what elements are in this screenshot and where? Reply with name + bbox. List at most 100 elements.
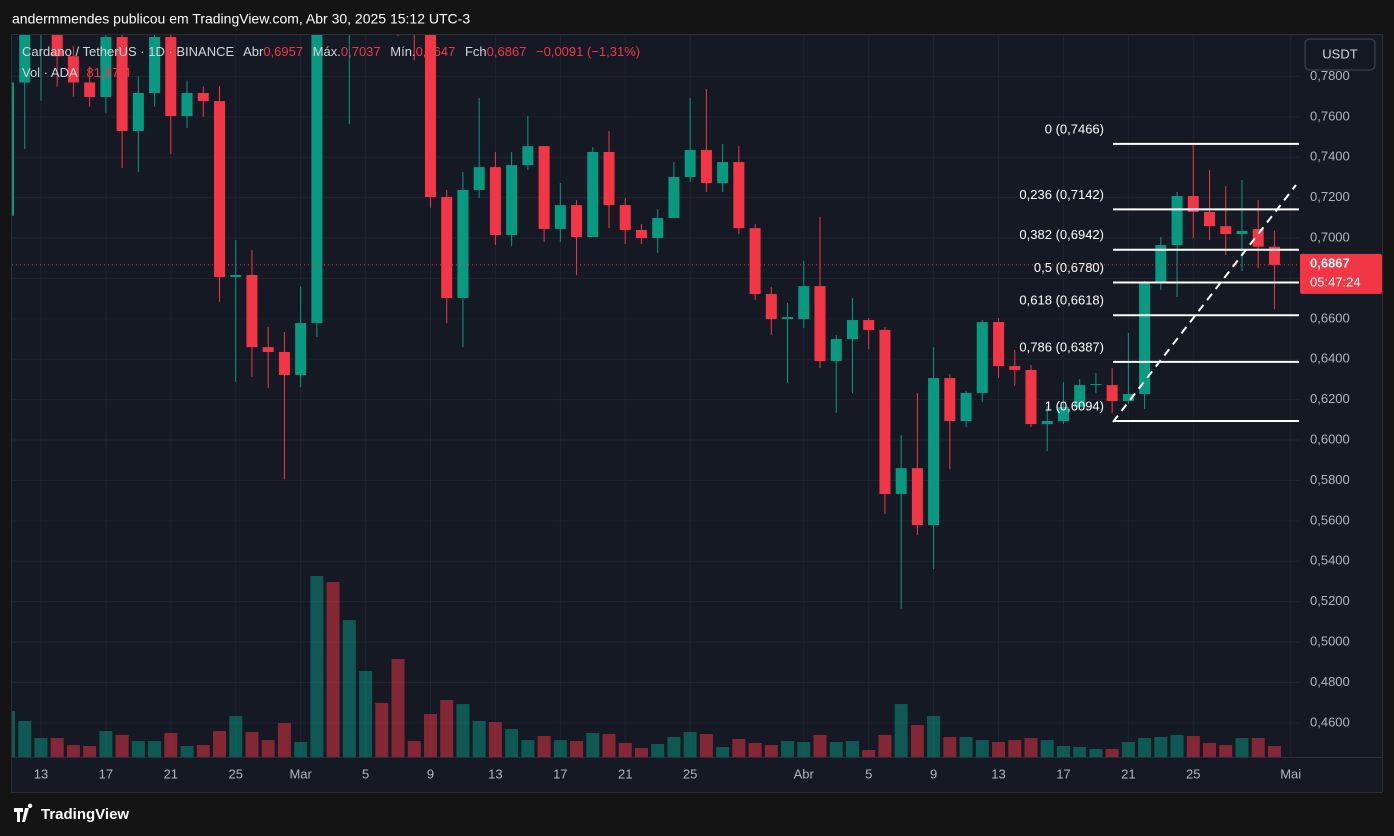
x-tick-label: 13: [991, 766, 1005, 781]
candle-body: [749, 228, 761, 294]
currency-button[interactable]: [1304, 38, 1376, 71]
volume-bar: [1186, 736, 1200, 757]
volume-bar: [99, 731, 113, 757]
volume-bar: [83, 745, 97, 757]
currency-label[interactable]: USDT: [1322, 46, 1357, 61]
candle-body: [619, 205, 631, 230]
x-tick-label: 21: [618, 766, 632, 781]
volume-bar: [959, 736, 973, 757]
volume-bar: [927, 716, 941, 757]
legend-label: Máx.: [313, 44, 341, 59]
volume-bar: [359, 671, 373, 757]
volume-bar: [732, 738, 746, 757]
last-price-label: 0,6867: [1310, 255, 1350, 270]
candle-body: [278, 351, 290, 375]
candle-body: [571, 205, 583, 238]
volume-name: Vol · ADA: [22, 65, 78, 80]
volume-bar: [1073, 747, 1087, 757]
candle-body: [311, 35, 323, 324]
volume-bar: [1170, 734, 1184, 757]
volume-bar: [570, 741, 584, 757]
x-tick-label: Mai: [1280, 766, 1301, 781]
candle-body: [1057, 407, 1069, 422]
y-tick-label: 0,6400: [1310, 351, 1350, 366]
candle-body: [976, 322, 988, 393]
candle-body: [489, 167, 501, 235]
candle-body: [295, 323, 307, 375]
y-tick-label: 0,4600: [1310, 714, 1350, 729]
x-tick-label: 17: [553, 766, 567, 781]
volume-bar: [1089, 748, 1103, 757]
candle-body: [12, 82, 14, 216]
volume-bar: [375, 702, 389, 757]
x-tick-label: 17: [99, 766, 113, 781]
candle-body: [506, 165, 518, 235]
y-tick-label: 0,6600: [1310, 310, 1350, 325]
volume-bar: [66, 745, 80, 757]
volume-bar: [488, 722, 502, 757]
candle-body: [1041, 421, 1053, 425]
candle-body: [1236, 230, 1248, 234]
volume-bar: [975, 740, 989, 757]
volume-bar: [521, 740, 535, 757]
volume-bar: [1040, 740, 1054, 757]
volume-bar: [407, 741, 421, 757]
candle-body: [652, 218, 664, 239]
candle-body: [1220, 226, 1232, 234]
candle-body: [798, 286, 810, 320]
candle-body: [51, 35, 63, 57]
volume-bar: [456, 704, 470, 757]
y-tick-label: 0,7400: [1310, 149, 1350, 164]
candle-body: [635, 229, 647, 239]
candle-body: [554, 205, 566, 229]
trend-line: [1112, 184, 1297, 423]
candle-body: [814, 286, 826, 362]
brand-logo: [14, 803, 33, 822]
legend-row: Cardano / TetherUS · 1D · BINANCE Abr0,6…: [22, 44, 640, 59]
volume-bar: [797, 741, 811, 757]
volume-bar: [683, 732, 697, 757]
candle-body: [603, 151, 615, 206]
volume-bar: [164, 732, 178, 757]
candle-body: [1252, 228, 1264, 247]
volume-bar: [18, 720, 32, 757]
candle-body: [895, 468, 907, 494]
y-tick-label: 0,7600: [1310, 108, 1350, 123]
candle-body: [993, 322, 1005, 367]
candle-body: [441, 197, 453, 299]
x-tick-label: 21: [164, 766, 178, 781]
legend-label: Mín.: [390, 44, 415, 59]
x-tick-label: 25: [683, 766, 697, 781]
volume-value: 81,87M: [87, 65, 130, 80]
fib-label: 0,5 (0,6780): [1034, 260, 1104, 275]
candle-body: [522, 146, 534, 166]
y-tick-label: 0,5400: [1310, 553, 1350, 568]
legend-change: −0,0091 (−1,31%): [536, 44, 640, 59]
candle-body: [1155, 245, 1167, 284]
volume-bar: [553, 740, 567, 757]
volume-bar: [1056, 745, 1070, 757]
brand-name: TradingView: [41, 806, 129, 823]
volume-bar: [748, 743, 762, 757]
x-tick-label: 25: [228, 766, 242, 781]
volume-bar: [1251, 738, 1265, 757]
candle-body: [457, 189, 469, 299]
candle-body: [538, 146, 550, 229]
candle-body: [911, 468, 923, 526]
candle-body: [1171, 196, 1183, 246]
x-tick-label: Abr: [794, 766, 815, 781]
candle-body: [782, 317, 794, 320]
volume-bar: [910, 725, 924, 757]
volume-bar: [716, 747, 730, 757]
candle-body: [181, 92, 193, 117]
candle-body: [473, 167, 485, 190]
candle-body: [944, 378, 956, 422]
volume-bar: [196, 745, 210, 757]
candles: [12, 35, 1280, 610]
candle-body: [19, 35, 31, 83]
candle-body: [132, 92, 144, 131]
y-tick-label: 0,6200: [1310, 391, 1350, 406]
volume-bar: [829, 741, 843, 757]
candle-body: [1106, 385, 1118, 402]
